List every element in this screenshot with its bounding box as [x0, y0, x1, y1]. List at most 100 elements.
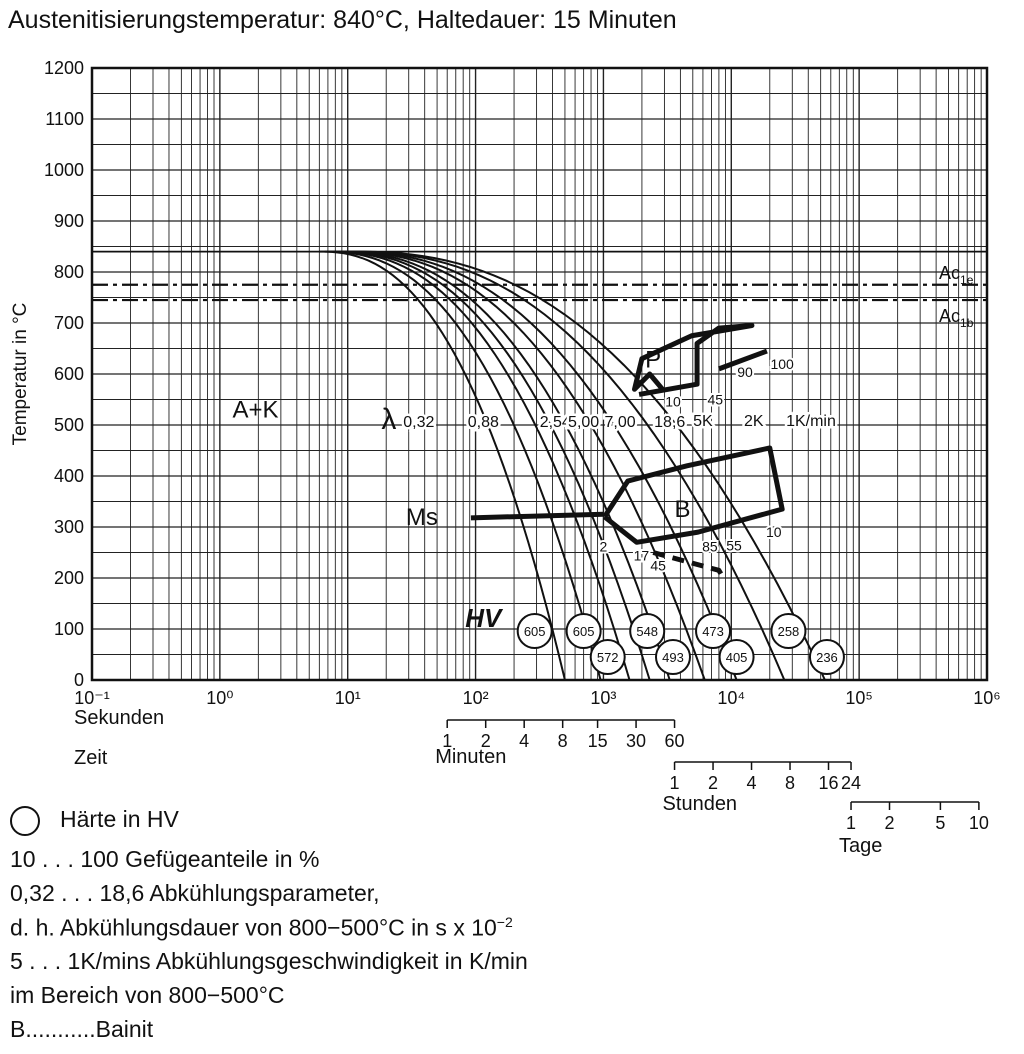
hv-circle-label: 493 [662, 650, 684, 665]
param-label: 2,54 [540, 414, 571, 431]
cooling-curve [329, 250, 631, 681]
y-tick-label: 0 [74, 670, 84, 690]
region-label-B: B [674, 496, 690, 523]
hv-circle [516, 613, 553, 650]
y-tick-label: 500 [54, 415, 84, 435]
legend-line-1: 10 . . . 100 Gefügeanteile in % [10, 846, 320, 872]
hv-circle [718, 639, 755, 676]
hv-circle [565, 613, 602, 650]
hv-circle [589, 639, 626, 676]
time-scale-tick-label: 8 [785, 773, 795, 793]
percent-label: 45 [650, 557, 666, 573]
x-tick-label: 10⁻¹ [74, 688, 110, 708]
time-scale-tick-label: 10 [969, 813, 989, 833]
cooling-curve [319, 250, 566, 681]
time-scale-tick-label: 2 [708, 773, 718, 793]
hv-circle-label: 405 [726, 650, 748, 665]
x-tick-label: 10⁵ [845, 688, 872, 708]
y-tick-label: 1100 [45, 109, 84, 129]
y-tick-label: 900 [54, 211, 84, 231]
time-scale-tick-label: 4 [747, 773, 757, 793]
hv-circle-label: 572 [597, 650, 619, 665]
percent-label: 10 [665, 394, 681, 410]
percent-label: 2 [600, 538, 608, 554]
param-label: 5K [693, 413, 713, 430]
percent-label: 90 [737, 364, 753, 380]
circle-icon [10, 806, 40, 836]
x-tick-label: 10² [463, 688, 489, 708]
percent-label: 10 [766, 524, 782, 540]
reference-lines: Ac1e Ac1b [92, 250, 987, 330]
y-tick-label: 800 [54, 262, 84, 282]
cooling-curves [319, 250, 826, 681]
x-tick-label: 10¹ [335, 688, 361, 708]
y-tick-label: 700 [54, 313, 84, 333]
x-axis-label-zeit: Zeit [74, 747, 108, 769]
legend-circle-row: Härte in HV [10, 806, 179, 836]
y-tick-label: 1000 [44, 160, 84, 180]
param-label: 18,6 [654, 414, 685, 431]
hv-circle-label: 258 [778, 624, 800, 639]
ref-label-Ac1e: Ac1e [939, 263, 974, 287]
hv-circle [629, 613, 666, 650]
legend-line-3-text: d. h. Abkühlungsdauer von 800−500°C in s… [10, 914, 497, 941]
y-tick-label: 200 [54, 568, 84, 588]
cooling-curve [341, 250, 706, 681]
ref-label-sub: 1b [960, 316, 974, 330]
cooling-curve [338, 250, 671, 681]
hv-circle-label: 605 [573, 624, 595, 639]
hv-circle [770, 613, 807, 650]
hv-circle [695, 613, 732, 650]
bainite-region [602, 445, 785, 545]
region-label-HV: HV [465, 603, 504, 633]
time-scale-name: Stunden [663, 793, 738, 815]
cooling-curve [351, 250, 826, 681]
legend-line-3-exp: −2 [496, 914, 513, 930]
hv-circle-label: 473 [702, 624, 724, 639]
time-scale-tick-label: 60 [665, 731, 685, 751]
cooling-curve [333, 250, 651, 681]
param-label: 1K/min [786, 413, 836, 430]
param-label: 7,00 [605, 414, 636, 431]
grid [91, 67, 987, 681]
y-tick-label: 100 [54, 619, 84, 639]
x-tick-label: 10³ [590, 688, 616, 708]
time-scale-tick-label: 30 [626, 731, 646, 751]
region-label-A+K: A+K [232, 397, 278, 424]
x-tick-label: 10⁰ [206, 688, 233, 708]
y-axis-label: Temperatur in °C [10, 303, 31, 446]
ref-label-sub: 1e [960, 273, 974, 287]
time-scale-tick-label: 1 [670, 773, 680, 793]
param-label: 2K [744, 413, 764, 430]
time-scale-tick-label: 5 [935, 813, 945, 833]
time-scale-tick-label: 16 [818, 773, 838, 793]
axes: 0100200300400500600700800900100011001200… [10, 58, 1001, 857]
region-outlines [470, 323, 785, 582]
time-scale-name: Tage [839, 835, 882, 857]
page-title: Austenitisierungstemperatur: 840°C, Halt… [8, 6, 677, 34]
legend-line-4: 5 . . . 1K/mins Abkühlungsgeschwindigkei… [10, 948, 528, 974]
labels: A+K P B Ms HV λ 0,32 0,88 2,545,00 7,00 18,6 5K 2K 1K… [232, 347, 845, 676]
pearlite-region-ext [718, 348, 768, 372]
time-scale-name: Minuten [435, 746, 506, 768]
time-scale-tick-label: 1 [442, 731, 452, 751]
x-tick-label: 10⁴ [717, 688, 745, 708]
plot-frame [90, 66, 989, 682]
y-tick-label: 300 [54, 517, 84, 537]
time-scale-tick-label: 2 [885, 813, 895, 833]
percent-label: 55 [726, 537, 742, 553]
hv-circle [654, 639, 691, 676]
x-tick-label: 10⁶ [973, 688, 1000, 708]
legend-line-5: im Bereich von 800−500°C [10, 982, 285, 1008]
ref-label-Ac1b: Ac1b [939, 306, 974, 330]
bainite-dashed-line [652, 550, 727, 582]
legend-line-6: B...........Bainit [10, 1016, 154, 1042]
region-label-lambda: λ [381, 403, 396, 436]
hv-circle [808, 639, 845, 676]
y-tick-label: 400 [54, 466, 84, 486]
region-label-Ms: Ms [406, 504, 438, 531]
legend-line-2: 0,32 . . . 18,6 Abkühlungsparameter, [10, 880, 380, 906]
param-label: 0,88 [468, 414, 499, 431]
time-scale-tick-label: 4 [519, 731, 529, 751]
